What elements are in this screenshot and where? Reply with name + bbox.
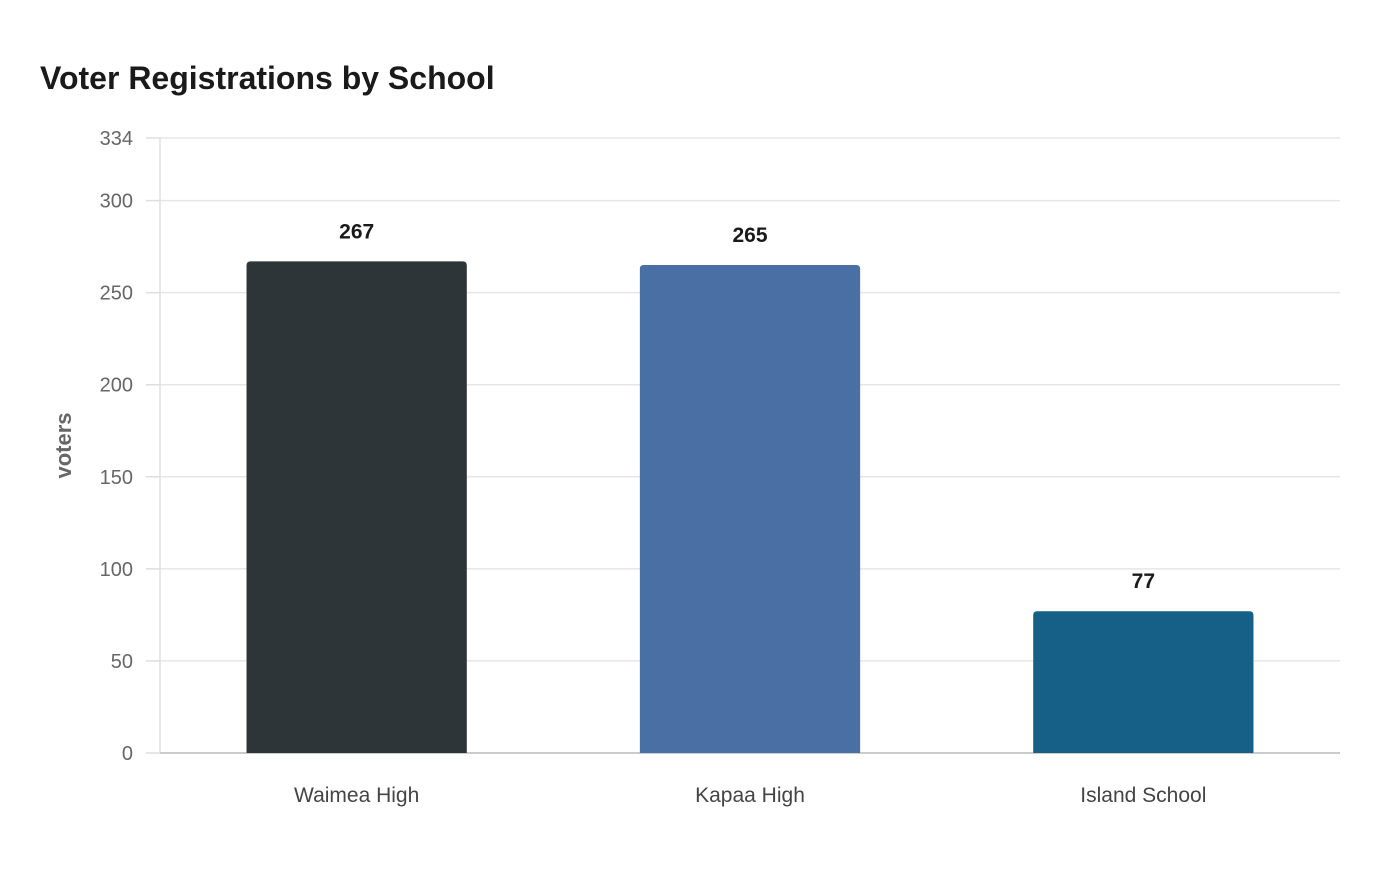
y-tick-label: 50 bbox=[111, 651, 133, 673]
category-labels: Waimea High Kapaa High Island School bbox=[294, 784, 1206, 807]
bar-value-label: 267 bbox=[339, 220, 374, 243]
bar-value-label: 265 bbox=[732, 224, 767, 247]
x-category-label: Island School bbox=[1080, 784, 1206, 807]
y-tick-label: 200 bbox=[100, 375, 133, 397]
y-tick-labels: 0 50 100 150 200 250 300 334 bbox=[100, 128, 160, 765]
value-labels: 267 265 77 bbox=[339, 220, 1155, 593]
bar bbox=[639, 265, 861, 753]
y-tick-label: 100 bbox=[100, 559, 133, 581]
y-tick-label: 334 bbox=[100, 128, 133, 150]
bar-value-label: 77 bbox=[1132, 570, 1155, 593]
y-tick-label: 250 bbox=[100, 283, 133, 305]
y-axis-title: voters bbox=[51, 412, 76, 478]
y-tick-label: 300 bbox=[100, 191, 133, 213]
bar bbox=[246, 261, 467, 753]
y-tick-label: 150 bbox=[100, 467, 133, 489]
bars bbox=[246, 261, 1254, 753]
x-category-label: Kapaa High bbox=[695, 784, 805, 807]
bar bbox=[1033, 611, 1254, 753]
x-category-label: Waimea High bbox=[294, 784, 419, 807]
y-tick-label: 0 bbox=[122, 743, 133, 765]
chart-title: Voter Registrations by School bbox=[40, 60, 495, 96]
